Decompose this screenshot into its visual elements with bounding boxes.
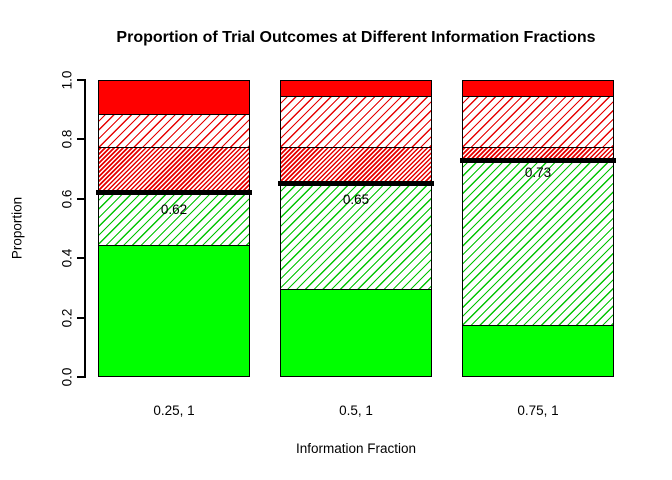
bar-outline [280,80,432,377]
segment-boundary-line [462,325,614,326]
segment-boundary-line [98,147,250,148]
segment-boundary-line [462,147,614,148]
bar-outline [98,80,250,377]
segment-boundary-line [280,96,432,97]
bar-segment-solid-red [98,80,250,114]
threshold-label: 0.65 [342,192,370,207]
bar-segment-red-hatch [98,114,250,147]
threshold-label: 0.62 [160,202,188,217]
chart-title: Proportion of Trial Outcomes at Differen… [116,29,596,46]
segment-boundary-line [98,114,250,115]
segment-boundary-line [98,245,250,246]
y-tick [77,376,84,378]
bar-segment-red-hatch [462,96,614,147]
bar-segment-solid-red [280,80,432,96]
y-tick [77,257,84,259]
bar-segment-red-hatch [280,96,432,147]
segment-boundary-line [462,96,614,97]
bar-segment-red-dense-hatch [98,147,250,193]
threshold-label: 0.73 [524,165,552,180]
y-tick [77,79,84,81]
x-axis-title: Information Fraction [295,441,417,456]
bar-segment-red-dense-hatch [462,147,614,160]
segment-boundary-line [280,147,432,148]
bar-outline [462,80,614,377]
bar-segment-solid-green [462,325,614,377]
threshold-line [278,181,434,186]
segment-boundary-line [280,289,432,290]
y-axis-line [84,79,86,378]
y-tick [77,198,84,200]
threshold-line [460,158,616,163]
x-tick-label: 0.75, 1 [517,403,559,418]
bar-segment-solid-red [462,80,614,96]
bar-segment-solid-green [98,245,250,377]
bar-segment-green-hatch [462,160,614,325]
threshold-line [96,190,252,195]
y-tick [77,317,84,319]
bar-segment-green-hatch [280,184,432,289]
bar-segment-red-dense-hatch [280,147,432,184]
bar-segment-green-hatch [98,193,250,245]
y-tick [77,138,84,140]
x-tick-label: 0.5, 1 [339,403,373,418]
x-tick-label: 0.25, 1 [153,403,195,418]
bar-segment-solid-green [280,289,432,377]
